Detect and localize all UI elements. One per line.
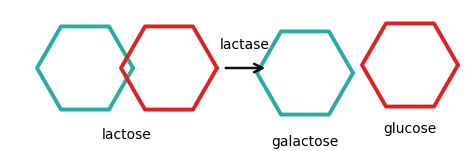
Text: glucose: glucose xyxy=(383,122,437,136)
Text: galactose: galactose xyxy=(272,135,338,149)
Text: lactase: lactase xyxy=(220,38,270,52)
Text: lactose: lactose xyxy=(102,128,152,142)
